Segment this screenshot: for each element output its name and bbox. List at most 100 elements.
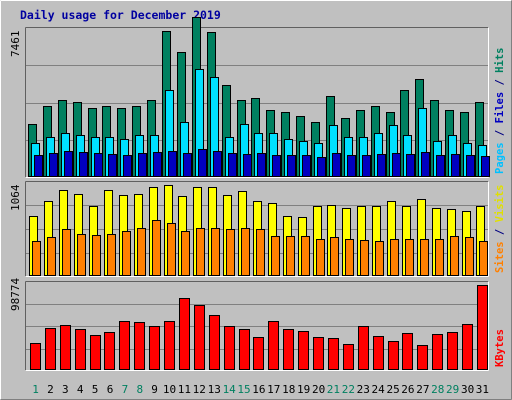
- bar-sites: [450, 236, 459, 276]
- y-max-label: 1064: [9, 184, 22, 211]
- x-tick-label: 15: [237, 383, 250, 396]
- x-tick-label: 3: [62, 383, 69, 396]
- bar-pages: [49, 153, 58, 177]
- bar-pages: [123, 155, 132, 177]
- bar-sites: [122, 231, 131, 276]
- bar-kbytes: [477, 285, 488, 370]
- bar-sites: [32, 241, 41, 276]
- bar-kbytes: [60, 325, 71, 370]
- bar-sites: [167, 223, 176, 276]
- x-axis-day-labels: 1 2 3 4 5 6 7 8 9 10 11 12 13 14 15 16 17 18 19 20 21 22 23 24 2…: [32, 383, 489, 396]
- bar-sites: [345, 239, 354, 276]
- bar-kbytes: [104, 332, 115, 370]
- bar-kbytes: [224, 326, 235, 370]
- bar-pages: [302, 155, 311, 177]
- x-tick-label: 19: [297, 383, 310, 396]
- bar-pages: [466, 155, 475, 177]
- bar-kbytes: [194, 305, 205, 370]
- bar-sites: [271, 236, 280, 276]
- bar-pages: [287, 155, 296, 177]
- bar-kbytes: [119, 321, 130, 370]
- bar-kbytes: [462, 324, 473, 370]
- bar-kbytes: [358, 326, 369, 370]
- bar-kbytes: [164, 321, 175, 370]
- bar-pages: [436, 155, 445, 177]
- bar-kbytes: [268, 321, 279, 370]
- bar-pages: [213, 151, 222, 177]
- x-tick-label: 21: [327, 383, 340, 396]
- bar-sites: [360, 240, 369, 276]
- bar-sites: [77, 234, 86, 276]
- bar-kbytes: [90, 335, 101, 370]
- legend-label: Visits: [494, 184, 506, 222]
- bar-kbytes: [45, 328, 56, 370]
- bar-kbytes: [239, 329, 250, 370]
- bar-pages: [451, 154, 460, 177]
- legend-top: Pages / Files / Hits: [494, 48, 506, 174]
- bar-pages: [481, 156, 490, 177]
- x-tick-label: 29: [446, 383, 459, 396]
- x-tick-label: 24: [371, 383, 385, 396]
- bar-pages: [153, 152, 162, 177]
- x-tick-label: 30: [461, 383, 474, 396]
- bar-pages: [421, 152, 430, 177]
- bar-kbytes: [373, 336, 384, 370]
- bar-pages: [332, 153, 341, 177]
- bar-sites: [256, 229, 265, 276]
- bar-pages: [64, 151, 73, 177]
- bar-pages: [138, 153, 147, 177]
- bar-sites: [241, 228, 250, 276]
- bar-sites: [196, 228, 205, 276]
- bar-sites: [435, 239, 444, 276]
- bar-sites: [375, 241, 384, 276]
- bar-sites: [420, 239, 429, 276]
- x-tick-label: 16: [252, 383, 265, 396]
- bar-sites: [92, 235, 101, 276]
- legend-label: Sites: [494, 241, 506, 273]
- legend-bottom: KBytes: [494, 329, 506, 367]
- legend-label: /: [494, 222, 506, 241]
- bar-sites: [152, 220, 161, 276]
- x-tick-label: 23: [357, 383, 370, 396]
- x-tick-label: 12: [193, 383, 206, 396]
- bar-sites: [226, 229, 235, 276]
- bar-kbytes: [417, 345, 428, 370]
- bar-kbytes: [388, 341, 399, 370]
- x-tick-label: 25: [386, 383, 399, 396]
- bar-pages: [377, 154, 386, 177]
- bar-pages: [392, 153, 401, 177]
- bar-kbytes: [283, 329, 294, 370]
- bar-sites: [390, 239, 399, 276]
- bar-sites: [62, 229, 71, 276]
- bar-kbytes: [209, 315, 220, 370]
- bar-kbytes: [298, 331, 309, 370]
- bar-pages: [272, 155, 281, 177]
- legend-label: Pages: [494, 142, 506, 174]
- bar-kbytes: [432, 334, 443, 370]
- y-max-label: 7461: [9, 31, 22, 58]
- x-tick-label: 27: [416, 383, 429, 396]
- bar-kbytes: [179, 298, 190, 370]
- bar-pages: [79, 152, 88, 177]
- x-tick-label: 20: [312, 383, 325, 396]
- bar-pages: [317, 157, 326, 177]
- x-tick-label: 18: [282, 383, 295, 396]
- bar-pages: [183, 153, 192, 177]
- x-tick-label: 7: [122, 383, 129, 396]
- bar-kbytes: [328, 338, 339, 370]
- bar-sites: [47, 237, 56, 276]
- legend-label: KBytes: [494, 329, 506, 367]
- bar-sites: [330, 237, 339, 276]
- bar-kbytes: [447, 332, 458, 370]
- bar-pages: [198, 149, 207, 177]
- chart-title: Daily usage for December 2019: [20, 8, 221, 22]
- bar-pages: [257, 153, 266, 177]
- x-tick-label: 6: [107, 383, 114, 396]
- chart-panels: 7461 Pages / Files / Hits 1064 Sites / Visi…: [9, 17, 506, 371]
- panel-top: 7461 Pages / Files / Hits: [9, 17, 506, 178]
- bar-pages: [406, 154, 415, 177]
- x-tick-label: 28: [431, 383, 444, 396]
- bar-kbytes: [134, 322, 145, 370]
- bar-pages: [228, 153, 237, 177]
- bar-kbytes: [149, 326, 160, 370]
